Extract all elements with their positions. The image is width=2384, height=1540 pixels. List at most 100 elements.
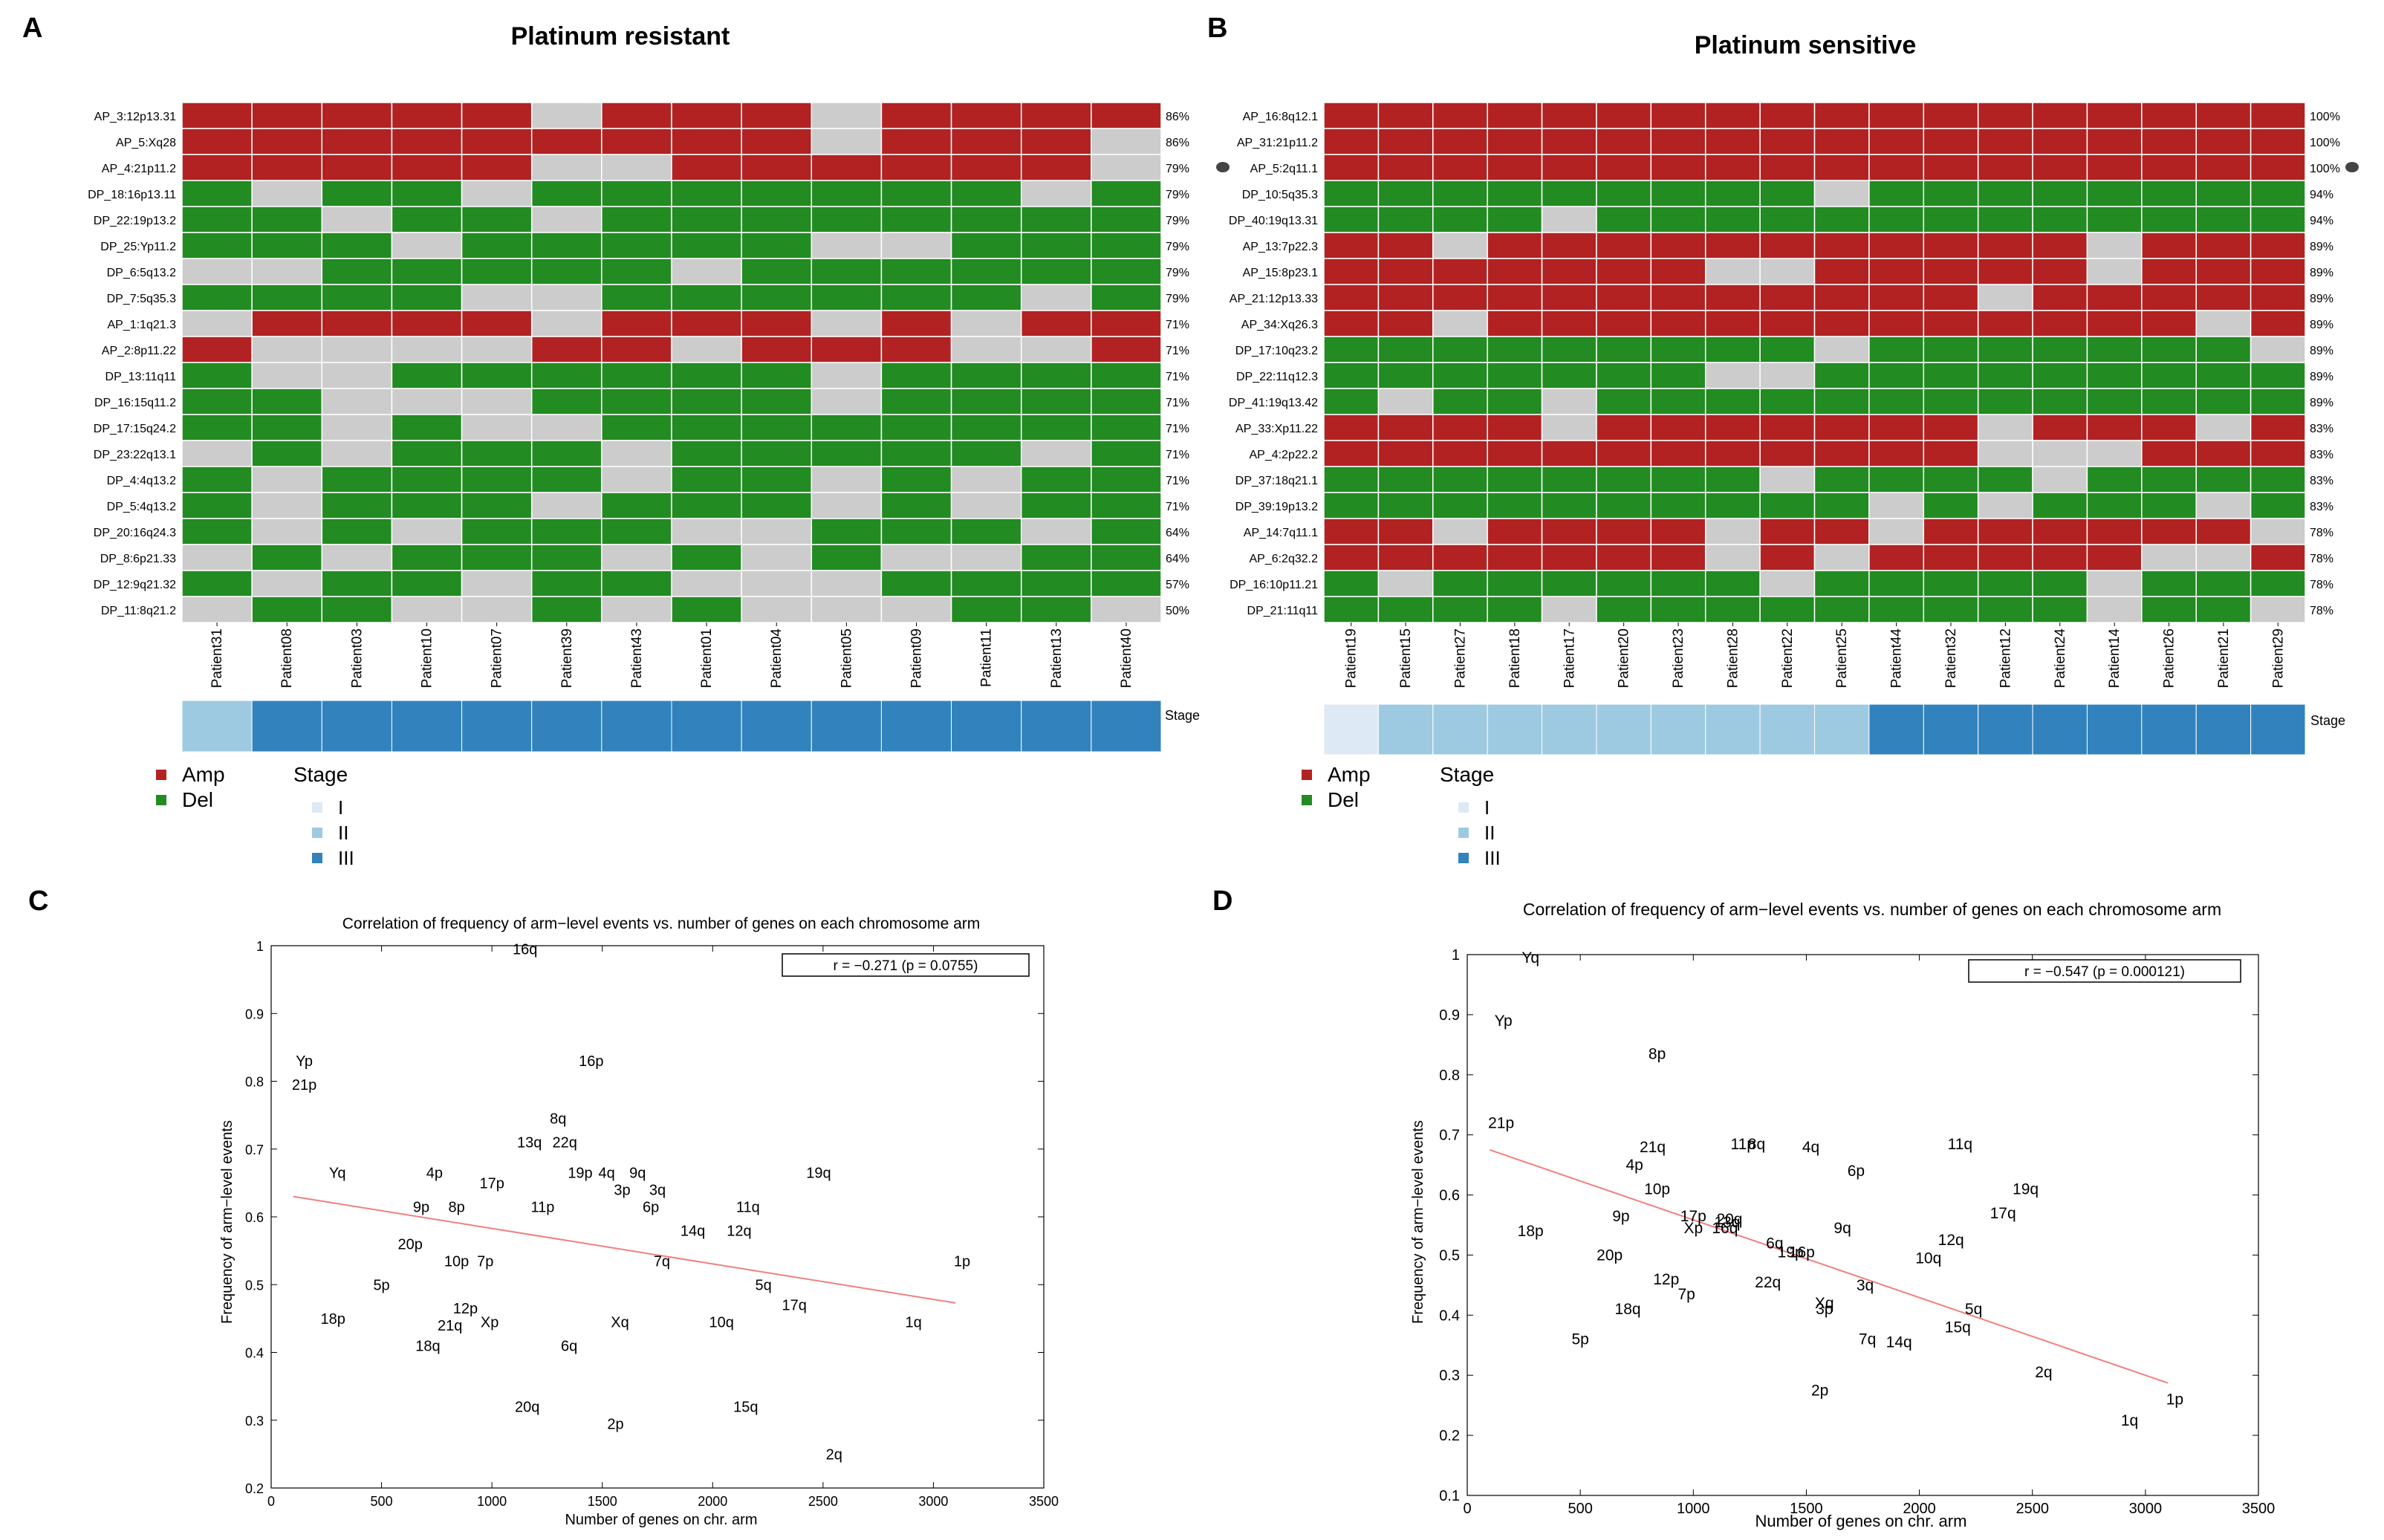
heatmap-cell [251,518,323,545]
heatmap-cell [461,544,533,571]
heatmap-cell [2250,362,2306,389]
heatmap-cell [1541,414,1597,441]
heatmap-cell [1704,362,1761,389]
heatmap-cell [391,570,463,597]
point-label: 5p [373,1277,389,1293]
heatmap-cell [321,102,393,129]
heatmap-cell [1813,414,1870,441]
heatmap-cell [1923,336,1979,363]
heatmap-cell [1091,466,1162,493]
point-label: 16q [1712,1220,1738,1237]
heatmap-cell [1541,518,1597,545]
row-label: DP_10:5q35.3 [1242,189,1318,201]
heatmap-cell [1323,544,1380,571]
heatmap-cell [1977,388,2033,415]
heatmap-cell [1020,336,1092,363]
heatmap-cell [461,258,533,285]
heatmap-cell [601,258,672,285]
heatmap-cell [461,284,533,311]
heatmap-cell [1868,544,1925,571]
heatmap-cell [2195,336,2252,363]
heatmap-cell [1813,102,1870,129]
heatmap-cell [2250,492,2306,519]
heatmap-cell [880,232,952,259]
heatmap-cell [601,362,672,389]
heatmap-cell [1432,388,1488,415]
heatmap-cell [1704,492,1761,519]
x-tick-label: 2500 [2016,1501,2049,1517]
heatmap-cell [1813,284,1870,311]
point-label: 12q [1938,1232,1964,1249]
heatmap-cell [1487,492,1543,519]
heatmap-cell [391,336,463,363]
patient-label: Patient23 [1671,628,1686,688]
heatmap-cell [1868,232,1925,259]
heatmap-cell [461,128,533,155]
heatmap-cell [671,232,742,259]
heatmap-cell [1650,180,1706,207]
heatmap-cell [1759,414,1816,441]
heatmap-cell [671,492,742,519]
heatmap-cell [2250,310,2306,337]
heatmap-cell [1323,180,1380,207]
heatmap-cell [1868,414,1925,441]
heatmap-cell [741,284,813,311]
heatmap-cell [1596,544,1652,571]
heatmap-cell [1977,466,2033,493]
heatmap-cell [1432,154,1488,181]
heatmap-cell [2032,596,2088,623]
row-percent: 57% [1166,579,1189,591]
heatmap-cell [1596,362,1652,389]
heatmap-platinum-sensitive: AP_16:8q12.1 100% AP_31:21p11.2 100% AP_5:2q… [1229,102,2340,756]
point-label: 6q [561,1338,577,1354]
row-percent: 89% [2310,345,2333,357]
point-label: 8p [448,1199,464,1215]
heatmap-cell [2195,128,2252,155]
heatmap-cell [2195,492,2252,519]
heatmap-cell [741,232,813,259]
heatmap-cell [1323,466,1380,493]
point-label: 7p [1677,1286,1695,1303]
heatmap-cell [671,596,742,623]
row-percent: 83% [2310,423,2333,435]
heatmap-cell [1323,128,1380,155]
row-percent: 89% [2310,267,2333,279]
heatmap-cell [1432,232,1488,259]
heatmap-cell [2141,492,2197,519]
stage-cell [2032,704,2088,756]
heatmap-cell [530,206,603,233]
heatmap-cell [530,258,603,285]
x-tick-label: 1500 [1790,1501,1823,1517]
heatmap-cell [251,544,323,571]
heatmap-cell [1704,414,1761,441]
row-percent: 79% [1166,189,1189,201]
heatmap-cell [251,362,323,389]
heatmap-cell [1432,102,1488,129]
row-percent: 78% [2310,553,2333,565]
heatmap-cell [1596,128,1652,155]
heatmap-cell [1377,310,1434,337]
heatmap-cell [1813,362,1870,389]
heatmap-cell [321,544,393,571]
heatmap-cell [811,362,883,389]
heatmap-cell [811,232,883,259]
heatmap-cell [1977,596,2033,623]
legend-a-amp-swatch [156,770,166,780]
heatmap-cell [391,206,463,233]
heatmap-cell [1541,310,1597,337]
heatmap-cell [1650,388,1706,415]
stage-cell [321,700,392,753]
legend-b: Amp Del Stage I II III [1302,763,1501,869]
heatmap-cell [251,388,323,415]
heatmap-cell [601,492,672,519]
heatmap-cell [950,492,1022,519]
patient-label: Patient05 [839,628,854,688]
heatmap-cell [321,414,393,441]
heatmap-cell [2141,518,2197,545]
heatmap-cell [2086,180,2143,207]
heatmap-cell [1923,570,1979,597]
scatter-platinum-resistant: 0 500 1000 1500 2000 2500 3000 3500 0.2 0.3 0.4 0.5… [245,939,1059,1509]
heatmap-cell [1020,440,1092,467]
point-label: 2p [607,1416,623,1432]
